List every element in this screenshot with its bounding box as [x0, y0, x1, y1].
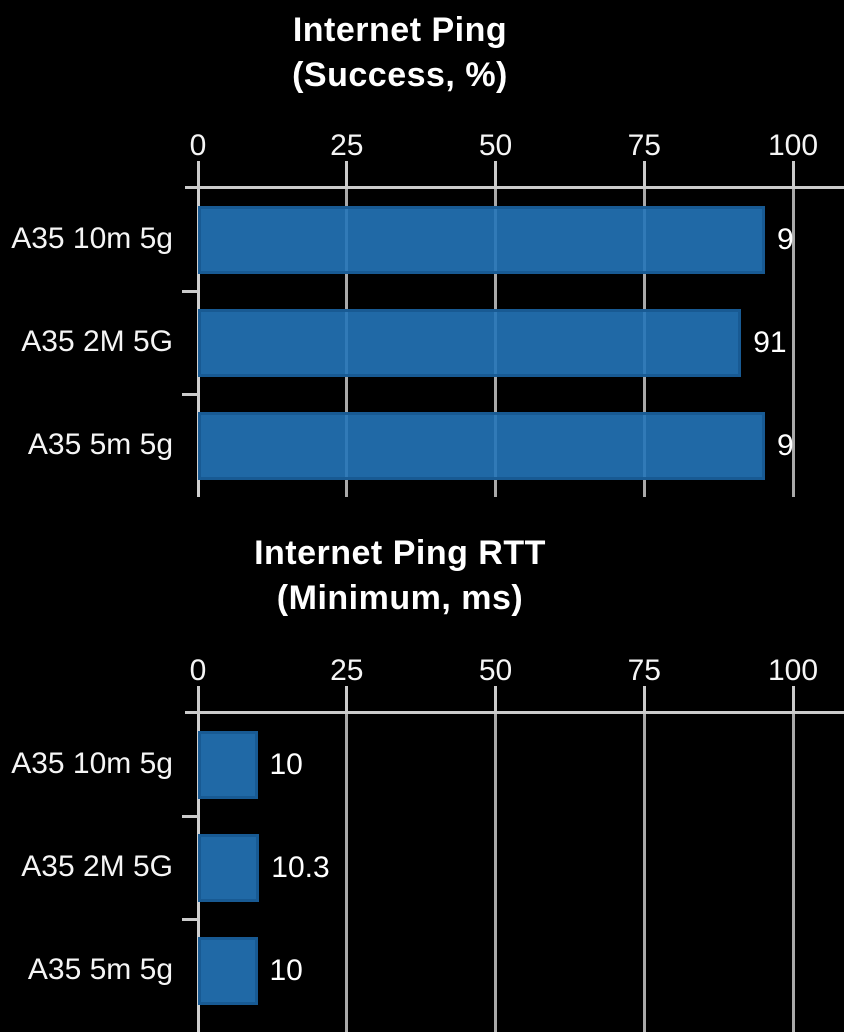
category-tick-mark: [182, 815, 198, 818]
bars-layer: 10 10.3 10: [198, 730, 330, 1005]
x-axis-tick-label: 0: [189, 129, 207, 162]
bar: [198, 730, 258, 799]
gridline: [791, 188, 795, 497]
bar: [198, 411, 766, 480]
bar: [198, 308, 742, 377]
chart-title-line2: (Minimum, ms): [276, 579, 524, 617]
bar-value-label: 9: [777, 428, 794, 462]
x-axis-line: [185, 186, 844, 189]
gridline: [642, 713, 646, 1032]
chart-title: Internet Ping (Success, %): [0, 8, 800, 98]
bar-value-label: 10: [269, 953, 303, 987]
chart-title-line1: Internet Ping: [292, 11, 508, 49]
x-axis-tick-mark: [642, 686, 646, 712]
category-label: A35 5m 5g: [27, 953, 173, 986]
x-axis-tick-label: 100: [767, 129, 819, 162]
x-axis-tick-label: 75: [627, 129, 661, 162]
bar-value-label: 91: [753, 325, 787, 359]
gridline: [791, 713, 795, 1032]
x-axis-tick-mark: [345, 161, 349, 187]
x-axis-tick-label: 75: [627, 654, 661, 687]
x-axis-tick-label: 25: [330, 129, 364, 162]
x-axis-tick-mark: [345, 686, 349, 712]
x-axis-tick-label: 50: [478, 654, 513, 687]
bars-layer: 9 91 9: [198, 205, 794, 480]
chart-title-line1: Internet Ping RTT: [254, 534, 546, 572]
bar-value-label: 10.3: [271, 850, 330, 884]
x-axis-tick-mark: [196, 686, 200, 712]
category-label: A35 5m 5g: [27, 428, 173, 461]
x-axis-tick-mark: [494, 686, 497, 712]
category-label: A35 2M 5G: [21, 850, 173, 883]
gridline: [345, 713, 349, 1032]
bar: [198, 936, 258, 1005]
category-tick-mark: [182, 393, 198, 396]
bar-value-label: 10: [269, 747, 303, 781]
category-label: A35 10m 5g: [11, 222, 173, 255]
x-axis-tick-mark: [494, 161, 497, 187]
x-axis-tick-mark: [196, 161, 200, 187]
x-axis-tick-label: 50: [478, 129, 513, 162]
bar: [198, 833, 260, 902]
category-tick-mark: [182, 918, 198, 921]
category-label: A35 10m 5g: [11, 747, 173, 780]
x-axis-line: [185, 711, 844, 714]
x-axis-tick-mark: [791, 686, 795, 712]
bar-value-label: 9: [777, 222, 794, 256]
category-tick-mark: [182, 290, 198, 293]
bar: [198, 205, 766, 274]
gridline: [494, 713, 497, 1032]
x-axis-tick-mark: [791, 161, 795, 187]
chart-title: Internet Ping RTT (Minimum, ms): [0, 531, 800, 621]
x-axis-tick-label: 100: [767, 654, 819, 687]
x-axis-tick-label: 25: [330, 654, 364, 687]
x-axis-tick-label: 0: [189, 654, 207, 687]
category-label: A35 2M 5G: [21, 325, 173, 358]
x-axis-tick-mark: [642, 161, 646, 187]
chart-title-line2: (Success, %): [292, 56, 508, 94]
